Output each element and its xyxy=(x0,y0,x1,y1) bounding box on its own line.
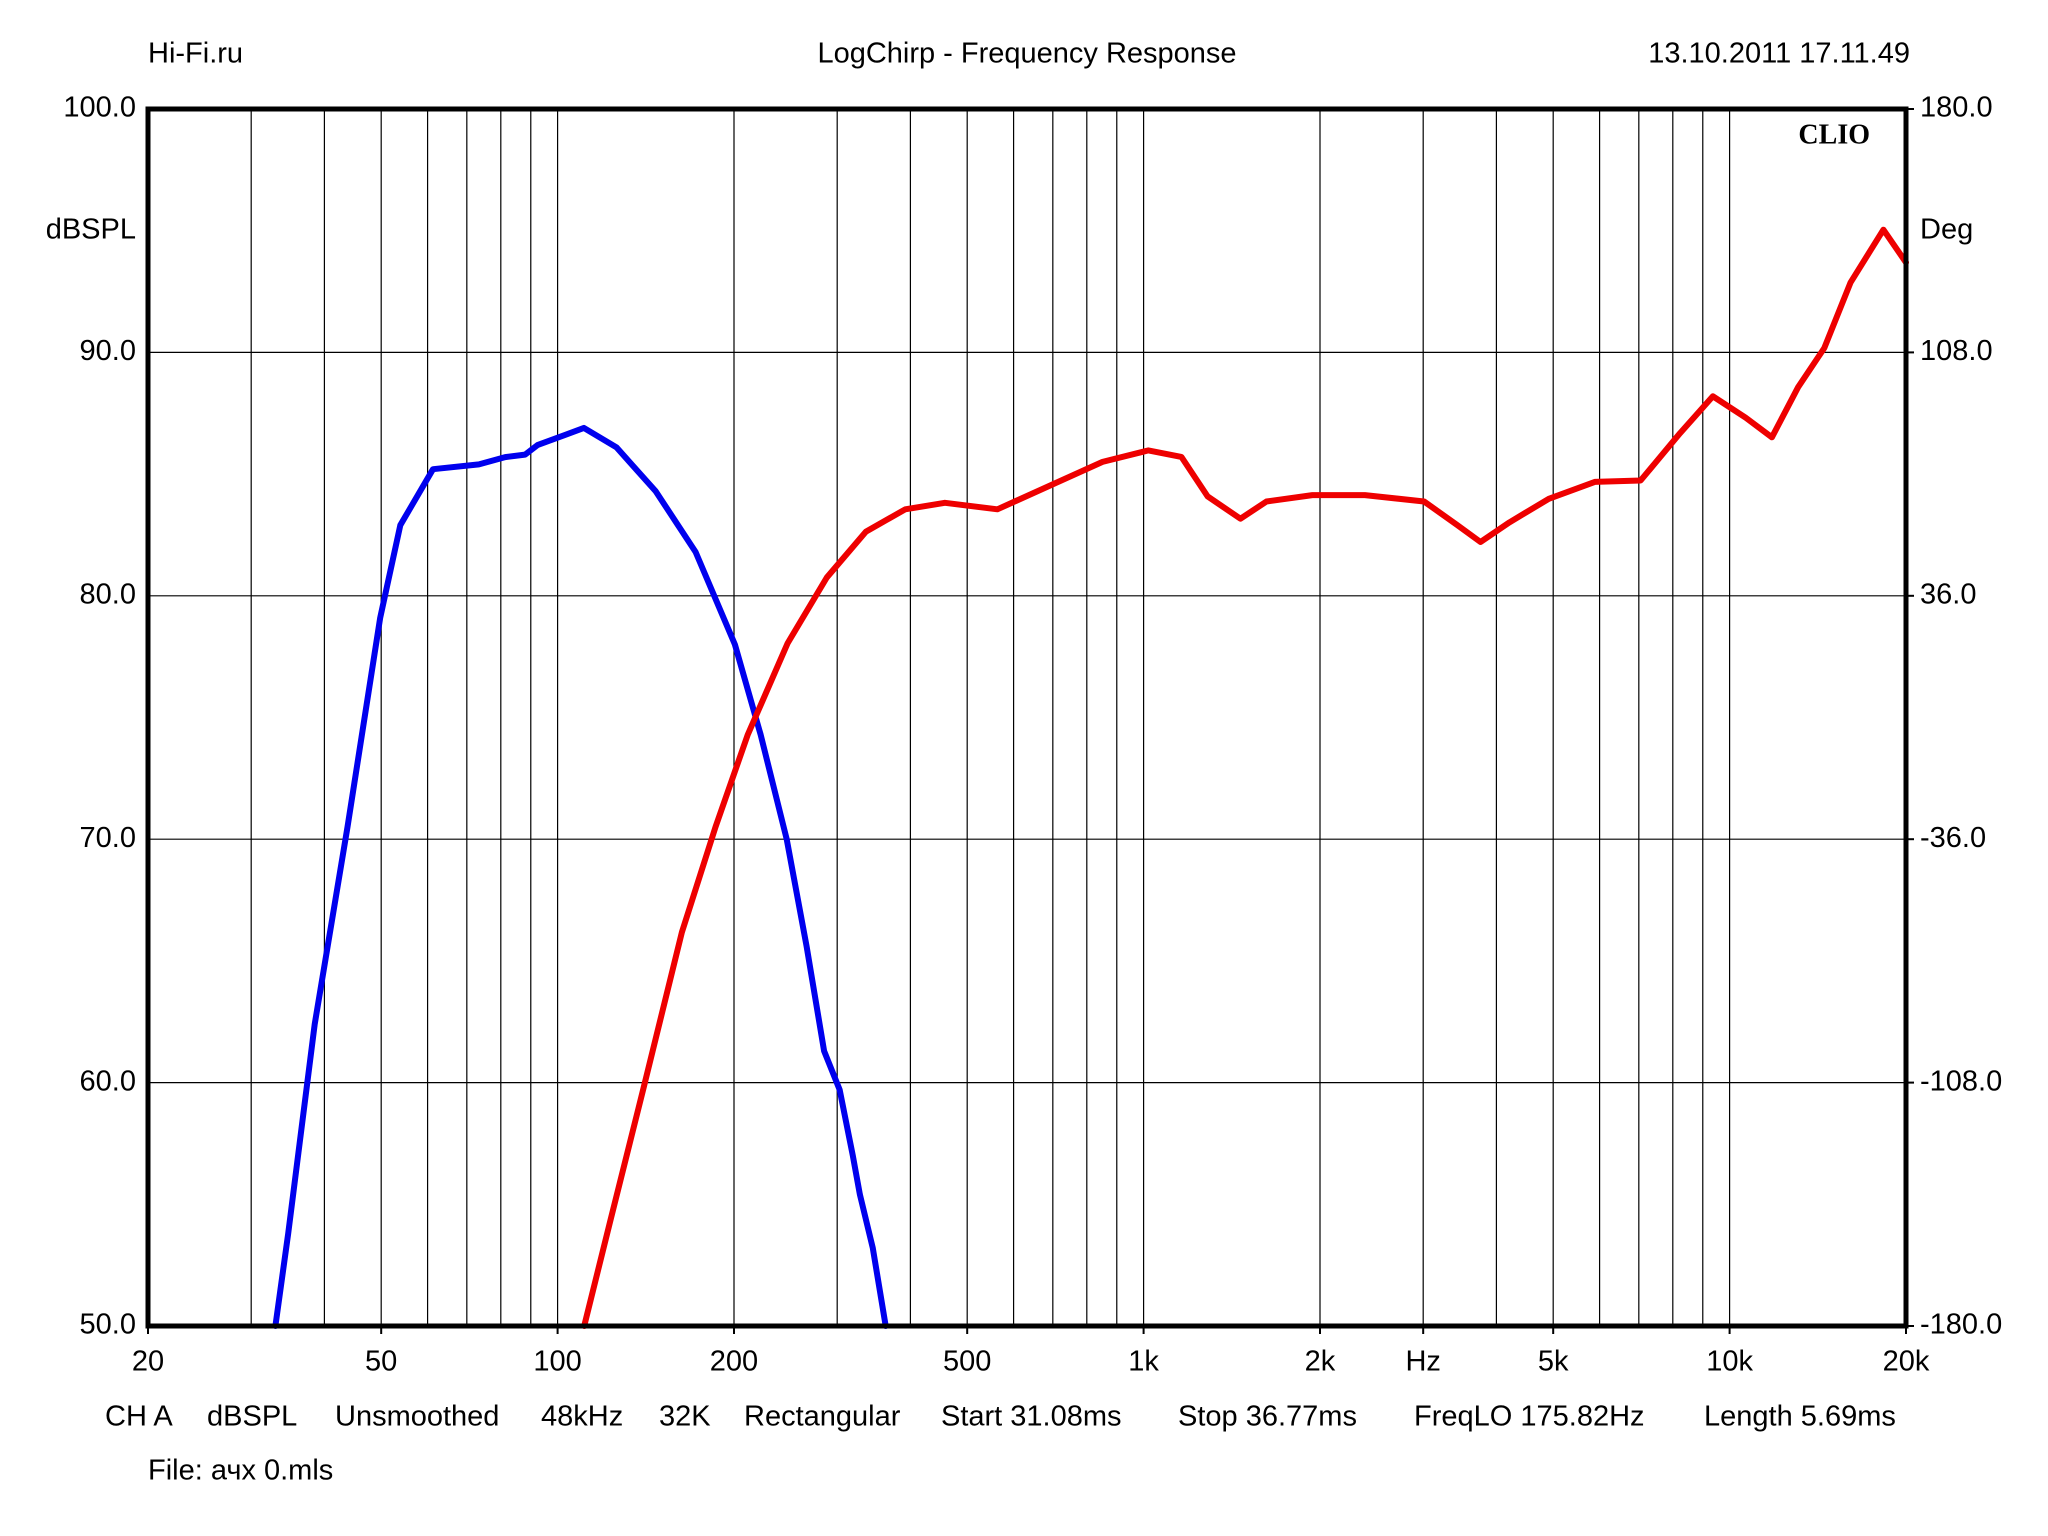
header-left: Hi-Fi.ru xyxy=(148,38,243,70)
setting: dBSPL xyxy=(207,1401,297,1433)
y-tick-label: 70.0 xyxy=(80,822,136,854)
x-tick-label: 2k xyxy=(1305,1346,1336,1378)
setting: Rectangular xyxy=(744,1401,901,1433)
x-tick-label: 20k xyxy=(1883,1346,1930,1378)
x-tick-label: 500 xyxy=(943,1346,991,1378)
setting: Length 5.69ms xyxy=(1704,1401,1896,1433)
x-tick-label: 20 xyxy=(132,1346,164,1378)
series-line xyxy=(581,226,1909,1329)
y2-tick-label: 180.0 xyxy=(1920,92,1993,124)
x-tick-label: 200 xyxy=(710,1346,758,1378)
series-line xyxy=(272,424,889,1329)
x-tick-label: 1k xyxy=(1128,1346,1159,1378)
brand: CLIO xyxy=(1798,119,1870,150)
y-tick-label: 60.0 xyxy=(80,1065,136,1097)
setting: Start 31.08ms xyxy=(941,1401,1122,1433)
x-tick-label: 50 xyxy=(365,1346,397,1378)
y2-tick-label: -180.0 xyxy=(1920,1309,2002,1341)
y2-tick-label: -108.0 xyxy=(1920,1065,2002,1097)
file-name: File: ачх 0.mls xyxy=(148,1455,333,1487)
setting: 48kHz xyxy=(541,1401,623,1433)
y-tick-label: 90.0 xyxy=(80,335,136,367)
x-tick-label: 100 xyxy=(533,1346,581,1378)
setting: Unsmoothed xyxy=(335,1401,499,1433)
x-tick-label: 5k xyxy=(1538,1346,1569,1378)
y2-tick-label: -36.0 xyxy=(1920,822,1986,854)
setting: FreqLO 175.82Hz xyxy=(1414,1401,1645,1433)
x-tick-label: Hz xyxy=(1405,1346,1440,1378)
chart-title: LogChirp - Frequency Response xyxy=(817,38,1236,70)
y-axis-label: dBSPL xyxy=(46,214,136,246)
y-tick-label: 80.0 xyxy=(80,578,136,610)
y2-axis-label: Deg xyxy=(1920,214,1973,246)
setting: CH A xyxy=(105,1401,173,1433)
plot-frame xyxy=(145,106,1909,1329)
x-tick-label: 10k xyxy=(1706,1346,1753,1378)
y2-tick-label: 36.0 xyxy=(1920,578,1976,610)
setting: 32K xyxy=(659,1401,711,1433)
y-tick-label: 50.0 xyxy=(80,1309,136,1341)
setting: Stop 36.77ms xyxy=(1178,1401,1357,1433)
y2-tick-label: 108.0 xyxy=(1920,335,1993,367)
y-tick-label: 100.0 xyxy=(63,92,136,124)
header-right: 13.10.2011 17.11.49 xyxy=(1648,38,1910,70)
